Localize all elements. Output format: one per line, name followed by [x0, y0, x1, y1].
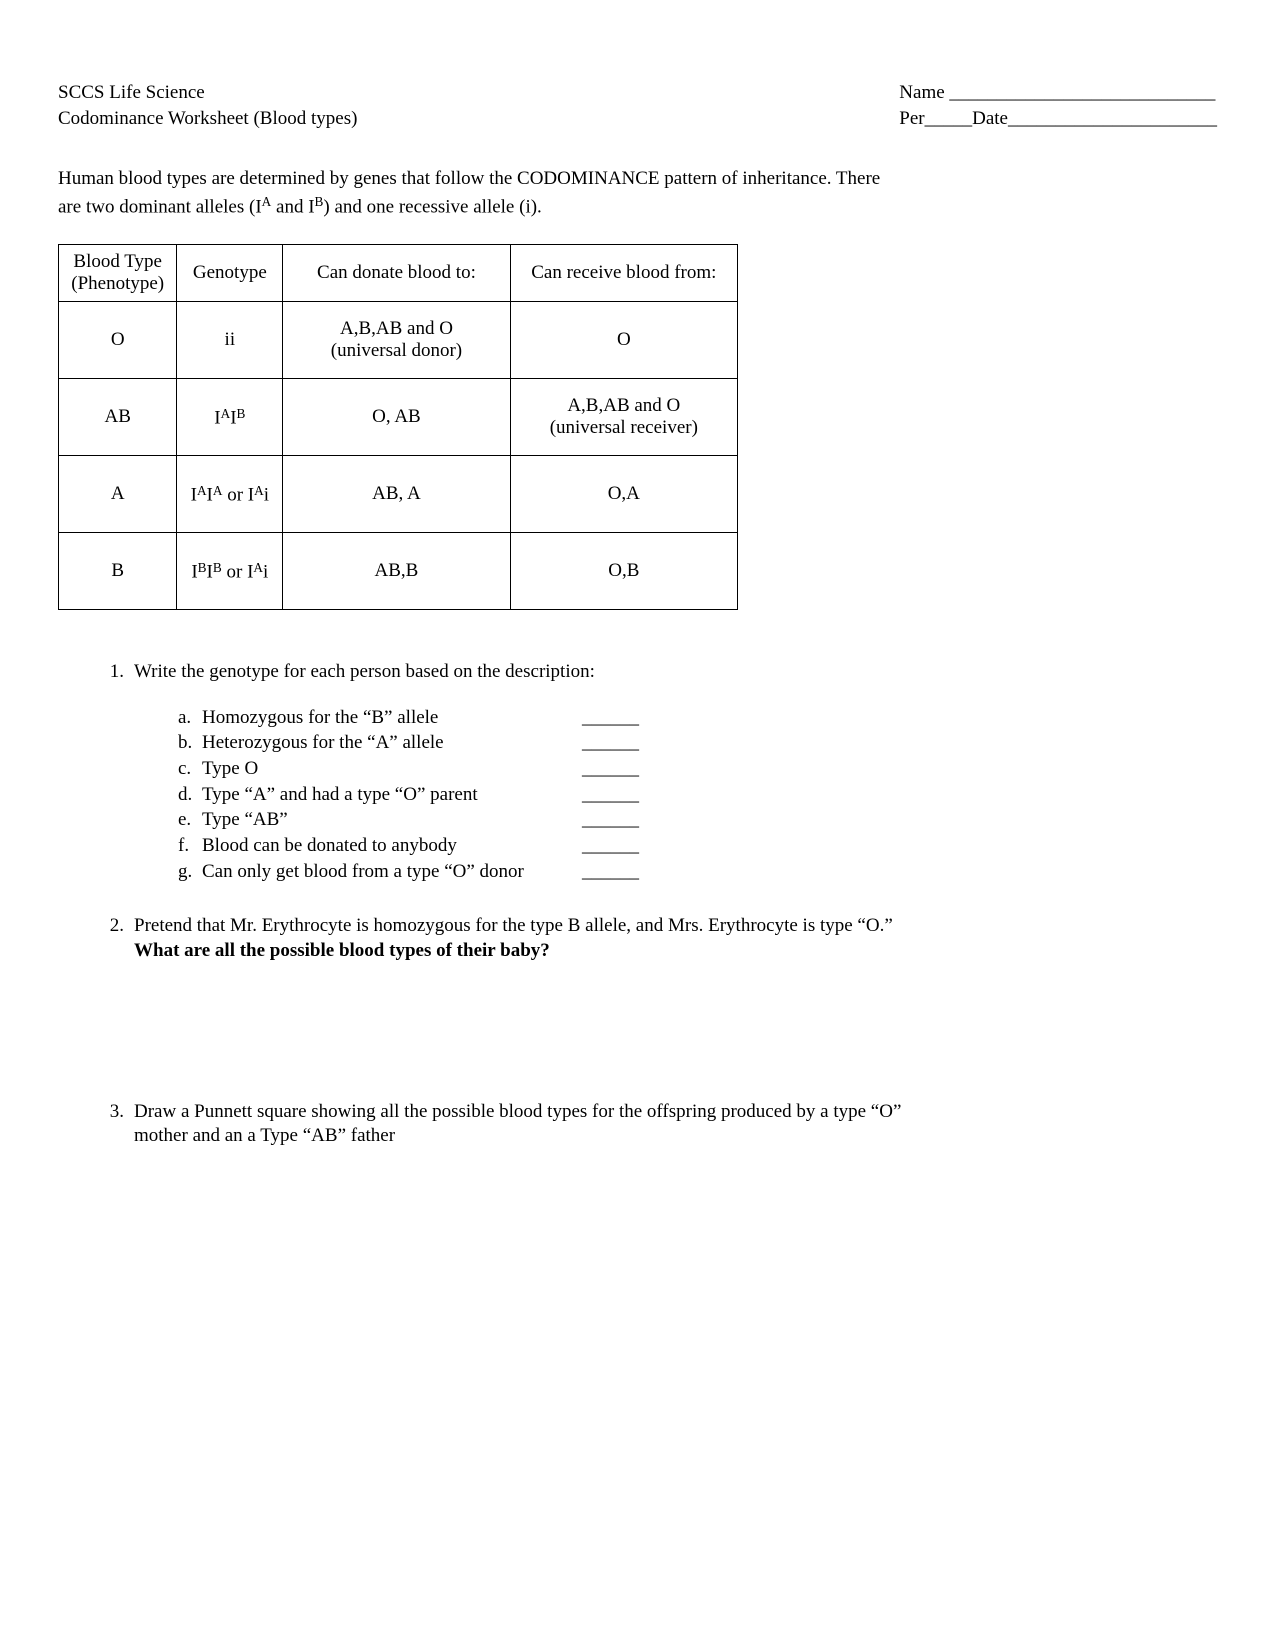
q1-sub-f: f. Blood can be donated to anybody _____…: [178, 833, 1217, 859]
name-field-label: Name ____________________________: [899, 80, 1217, 106]
header-left: SCCS Life Science Codominance Worksheet …: [58, 80, 357, 131]
header-genotype: Genotype: [177, 244, 283, 301]
cell-donate: AB, A: [283, 455, 510, 532]
header-right: Name ____________________________ Per___…: [899, 80, 1217, 131]
q3-line1: Draw a Punnett square showing all the po…: [134, 1100, 1217, 1125]
cell-phenotype: O: [59, 301, 177, 378]
cell-donate: A,B,AB and O (universal donor): [283, 301, 510, 378]
q1-prompt: Write the genotype for each person based…: [134, 660, 1217, 685]
cell-phenotype: AB: [59, 378, 177, 455]
q1-sub-a: a. Homozygous for the “B” allele ______: [178, 705, 1217, 731]
q1-sub-e: e. Type “AB” ______: [178, 807, 1217, 833]
table-row: A IAIA or IAi AB, A O,A: [59, 455, 738, 532]
cell-receive: A,B,AB and O (universal receiver): [510, 378, 737, 455]
intro-line2: are two dominant alleles (IA and IB) and…: [58, 192, 1217, 220]
q1-sub-g: g. Can only get blood from a type “O” do…: [178, 859, 1217, 885]
cell-receive: O,B: [510, 532, 737, 609]
cell-genotype: IBIB or IAi: [177, 532, 283, 609]
cell-genotype: IAIA or IAi: [177, 455, 283, 532]
intro-paragraph: Human blood types are determined by gene…: [58, 167, 1217, 220]
table-header-row: Blood Type (Phenotype) Genotype Can dona…: [59, 244, 738, 301]
header-donate: Can donate blood to:: [283, 244, 510, 301]
course-title: SCCS Life Science: [58, 80, 357, 106]
q2-line1: Pretend that Mr. Erythrocyte is homozygo…: [134, 914, 1217, 939]
q3-line2: mother and an a Type “AB” father: [134, 1124, 1217, 1149]
per-date-field-label: Per_____Date______________________: [899, 106, 1217, 132]
q1-sublist: a. Homozygous for the “B” allele ______ …: [134, 705, 1217, 884]
table-row: AB IAIB O, AB A,B,AB and O (universal re…: [59, 378, 738, 455]
question-1: 1. Write the genotype for each person ba…: [98, 660, 1217, 884]
cell-genotype: ii: [177, 301, 283, 378]
blood-type-table: Blood Type (Phenotype) Genotype Can dona…: [58, 244, 738, 610]
q1-sub-d: d. Type “A” and had a type “O” parent __…: [178, 782, 1217, 808]
worksheet-title: Codominance Worksheet (Blood types): [58, 106, 357, 132]
cell-donate: AB,B: [283, 532, 510, 609]
q1-sub-c: c. Type O ______: [178, 756, 1217, 782]
q2-line2: What are all the possible blood types of…: [134, 939, 1217, 964]
intro-line1: Human blood types are determined by gene…: [58, 167, 1217, 192]
table-row: B IBIB or IAi AB,B O,B: [59, 532, 738, 609]
cell-donate: O, AB: [283, 378, 510, 455]
header: SCCS Life Science Codominance Worksheet …: [58, 80, 1217, 131]
questions: 1. Write the genotype for each person ba…: [58, 660, 1217, 1149]
cell-receive: O,A: [510, 455, 737, 532]
header-phenotype: Blood Type (Phenotype): [59, 244, 177, 301]
worksheet-page: SCCS Life Science Codominance Worksheet …: [0, 0, 1275, 1149]
table-row: O ii A,B,AB and O (universal donor) O: [59, 301, 738, 378]
q1-number: 1.: [98, 660, 134, 884]
question-2: 2. Pretend that Mr. Erythrocyte is homoz…: [98, 914, 1217, 963]
q2-number: 2.: [98, 914, 134, 963]
cell-phenotype: A: [59, 455, 177, 532]
cell-phenotype: B: [59, 532, 177, 609]
cell-genotype: IAIB: [177, 378, 283, 455]
q1-sub-b: b. Heterozygous for the “A” allele _____…: [178, 730, 1217, 756]
header-receive: Can receive blood from:: [510, 244, 737, 301]
question-3: 3. Draw a Punnett square showing all the…: [98, 1100, 1217, 1149]
q3-number: 3.: [98, 1100, 134, 1149]
cell-receive: O: [510, 301, 737, 378]
